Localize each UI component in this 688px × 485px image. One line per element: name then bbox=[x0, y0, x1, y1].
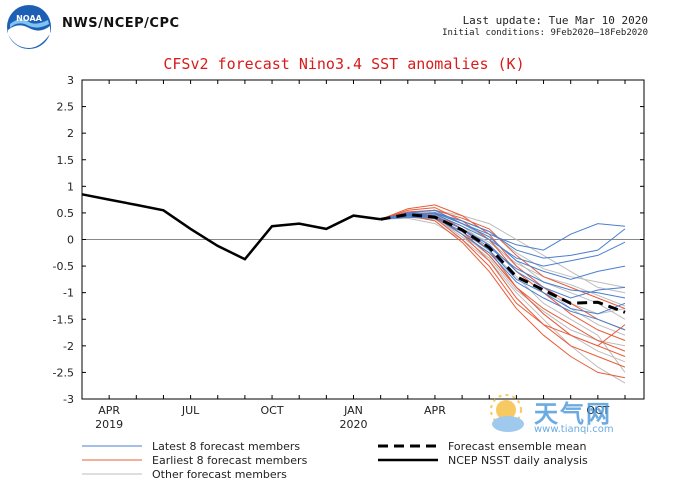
y-tick-label: 1.5 bbox=[57, 154, 75, 167]
y-tick-label: 1 bbox=[67, 180, 74, 193]
ensemble-mean-line bbox=[380, 212, 626, 314]
watermark-title: 天气网 bbox=[534, 400, 612, 428]
x-tick-label: OCT bbox=[586, 404, 609, 417]
legend-label-mean: Forecast ensemble mean bbox=[448, 440, 587, 453]
latest-member-line bbox=[380, 216, 626, 315]
y-tick-label: 2 bbox=[67, 127, 74, 140]
x-tick-label: JUL bbox=[181, 404, 200, 417]
watermark-url: www.tianqi.com bbox=[534, 424, 614, 435]
latest-member-line bbox=[380, 215, 626, 331]
earliest-member-line bbox=[380, 207, 626, 341]
noaa-logo: NOAA bbox=[7, 5, 51, 49]
y-tick-label: -2.5 bbox=[53, 366, 74, 379]
earliest-member-line bbox=[380, 209, 626, 310]
x-tick-label: APR bbox=[98, 404, 120, 417]
sun-cloud-icon bbox=[490, 394, 524, 432]
y-tick-label: 0 bbox=[67, 234, 74, 247]
latest-member-line bbox=[380, 212, 626, 251]
organization-label: NWS/NCEP/CPC bbox=[62, 16, 180, 31]
y-tick-label: 2.5 bbox=[57, 101, 75, 114]
chart-title: CFSv2 forecast Nino3.4 SST anomalies (K) bbox=[163, 55, 525, 73]
y-tick-label: 0.5 bbox=[57, 207, 75, 220]
x-tick-label: APR bbox=[424, 404, 446, 417]
initial-conditions-text: Initial conditions: 9Feb2020–18Feb2020 bbox=[442, 28, 648, 38]
y-tick-label: -1 bbox=[63, 287, 74, 300]
analysis-line bbox=[81, 193, 381, 261]
x-tick-year: 2019 bbox=[95, 418, 123, 431]
y-tick-label: 3 bbox=[67, 74, 74, 87]
y-tick-label: -3 bbox=[63, 393, 74, 406]
x-tick-label: OCT bbox=[261, 404, 284, 417]
y-tick-label: -2 bbox=[63, 340, 74, 353]
svg-text:NOAA: NOAA bbox=[16, 14, 42, 23]
y-tick-label: -0.5 bbox=[53, 260, 74, 273]
legend-label-other: Other forecast members bbox=[152, 468, 287, 481]
other-member-line bbox=[380, 217, 626, 384]
x-tick-year: 2020 bbox=[339, 418, 367, 431]
earliest-member-line bbox=[380, 214, 626, 352]
update-info: Last update: Tue Mar 10 2020 Initial con… bbox=[442, 14, 648, 40]
legend-label-analysis: NCEP NSST daily analysis bbox=[448, 454, 588, 467]
y-tick-label: -1.5 bbox=[53, 313, 74, 326]
legend-label-latest: Latest 8 forecast members bbox=[152, 440, 300, 453]
x-tick-label: JAN bbox=[343, 404, 363, 417]
last-update-text: Last update: Tue Mar 10 2020 bbox=[462, 14, 648, 27]
other-member-line bbox=[380, 211, 626, 320]
legend-label-earliest: Earliest 8 forecast members bbox=[152, 454, 308, 467]
earliest-member-line bbox=[380, 215, 626, 379]
tianqi-watermark: 天气网 www.tianqi.com bbox=[486, 392, 636, 442]
